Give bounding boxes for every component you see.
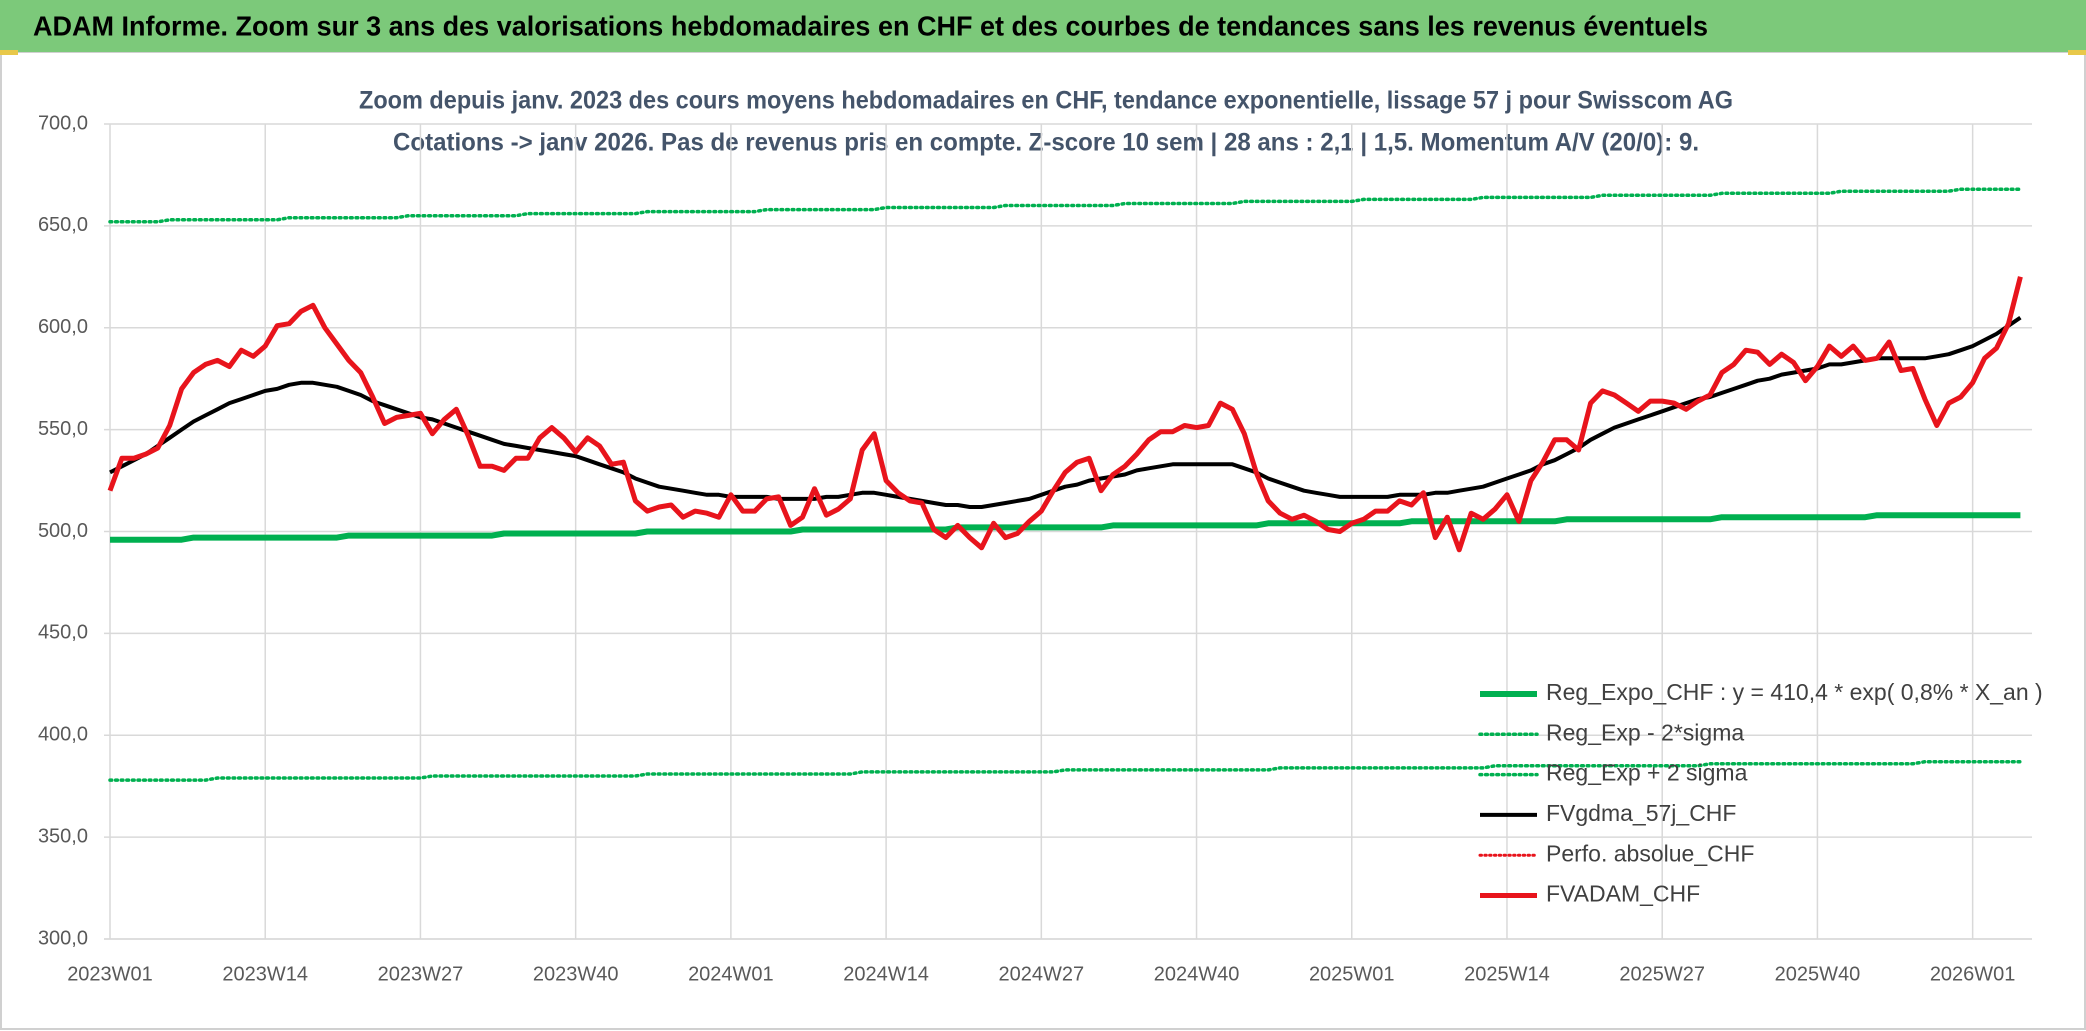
x-tick-label: 2024W01 (688, 963, 774, 985)
banner (0, 0, 2086, 52)
x-tick-label: 2025W27 (1619, 963, 1705, 985)
x-tick-label: 2025W14 (1464, 963, 1550, 985)
y-tick-label: 350,0 (38, 825, 88, 847)
x-tick-label: 2025W40 (1775, 963, 1861, 985)
grid: 300,0 350,0 400,0 450,0 500,0 550,0 600,0 650,0… (38, 112, 2032, 985)
x-tick-label: 2023W27 (378, 963, 464, 985)
chart-subtitle: Cotations -> janv 2026. Pas de revenus p… (393, 129, 1699, 157)
series-line (107, 276, 2023, 553)
x-tick-label: 2026W01 (1930, 963, 2016, 985)
banner-title: ADAM Informe. Zoom sur 3 ans des valoris… (33, 10, 1708, 41)
x-tick-label: 2025W01 (1309, 963, 1395, 985)
x-tick-label: 2024W40 (1154, 963, 1240, 985)
y-tick-label: 700,0 (38, 112, 88, 134)
legend-label: FVADAM_CHF (1546, 881, 1700, 907)
y-tick-label: 650,0 (38, 214, 88, 236)
x-tick-label: 2024W14 (843, 963, 929, 985)
chart-title: Zoom depuis janv. 2023 des cours moyens … (359, 87, 1733, 115)
corner-mark (2068, 50, 2086, 55)
legend-label: Reg_Exp + 2 sigma (1546, 760, 1748, 786)
series-line (110, 512, 2021, 543)
y-tick-label: 450,0 (38, 622, 88, 644)
legend: Reg_Expo_CHF : y = 410,4 * exp( 0,8% * X… (1478, 679, 2043, 907)
y-tick-label: 550,0 (38, 418, 88, 440)
y-tick-label: 600,0 (38, 316, 88, 338)
legend-label: FVgdma_57j_CHF (1546, 800, 1736, 826)
legend-label: Reg_Expo_CHF : y = 410,4 * exp( 0,8% * X… (1546, 679, 2043, 705)
y-tick-label: 300,0 (38, 927, 88, 949)
plot (107, 187, 2023, 782)
y-tick-label: 400,0 (38, 724, 88, 746)
x-tick-label: 2023W01 (67, 963, 153, 985)
series-line (108, 187, 2023, 224)
corner-mark (0, 50, 18, 55)
x-tick-label: 2024W27 (999, 963, 1085, 985)
series-line (108, 759, 2023, 782)
y-tick-label: 500,0 (38, 520, 88, 542)
legend-label: Reg_Exp - 2*sigma (1546, 719, 1744, 745)
x-tick-label: 2023W14 (222, 963, 308, 985)
x-tick-label: 2023W40 (533, 963, 619, 985)
chart-frame (0, 51, 2086, 1030)
legend-label: Perfo. absolue_CHF (1546, 840, 1754, 866)
